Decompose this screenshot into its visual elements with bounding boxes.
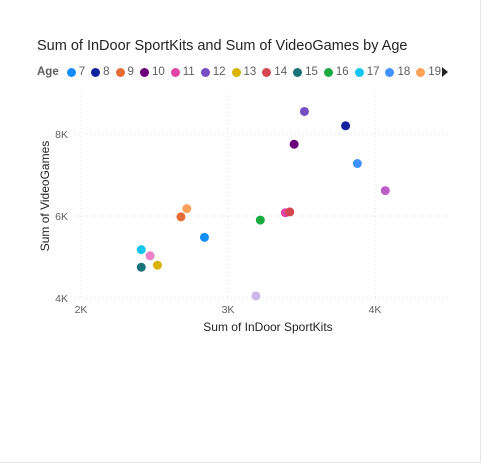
- legend-item[interactable]: 14: [262, 66, 287, 78]
- data-point-age-16[interactable]: [255, 215, 265, 225]
- legend-item[interactable]: 8: [91, 66, 110, 78]
- x-axis-title: Sum of InDoor SportKits: [203, 320, 332, 334]
- y-tick-label: 4K: [55, 293, 68, 305]
- legend-item[interactable]: 13: [231, 66, 257, 78]
- gridlines: [75, 92, 448, 299]
- data-point-age-13[interactable]: [152, 260, 162, 270]
- x-tick-label: 3K: [222, 304, 235, 316]
- legend-label: 10: [151, 66, 165, 78]
- legend-dot-icon: [200, 67, 210, 77]
- legend-label: 7: [78, 66, 86, 78]
- y-tick-label: 8K: [55, 129, 68, 141]
- legend-next-arrow-icon[interactable]: [442, 67, 448, 77]
- legend-label: 14: [274, 66, 288, 78]
- legend-dot-icon: [262, 67, 272, 77]
- data-point-age-19[interactable]: [182, 204, 192, 214]
- legend-label: 18: [397, 66, 411, 78]
- legend-label: 12: [212, 66, 226, 78]
- legend-item[interactable]: 19: [416, 66, 441, 78]
- legend-dot-icon: [293, 67, 303, 77]
- data-points: [136, 106, 390, 301]
- legend-item[interactable]: 17: [354, 66, 380, 78]
- legend-item[interactable]: 15: [293, 66, 318, 78]
- legend-item[interactable]: 10: [139, 66, 165, 78]
- legend-dot-icon: [91, 67, 101, 77]
- legend-label: 9: [127, 66, 134, 78]
- legend-label: 11: [182, 66, 195, 78]
- legend-dot-icon: [323, 67, 333, 77]
- legend: Age 7 8 9 10 11 12 13 14 15 16 17 18 19: [37, 64, 447, 80]
- data-point-age-8[interactable]: [341, 121, 351, 131]
- legend-item[interactable]: 18: [385, 66, 410, 78]
- legend-dot-icon: [385, 67, 395, 77]
- legend-item[interactable]: 16: [323, 66, 349, 78]
- tick-labels: 2K 3K 4K 4K 6K 8K: [55, 129, 381, 316]
- legend-label: 19: [428, 66, 442, 78]
- legend-label: 17: [366, 66, 380, 78]
- legend-item[interactable]: 7: [66, 66, 86, 78]
- x-tick-label: 2K: [75, 304, 88, 316]
- data-point-age-18[interactable]: [352, 159, 362, 169]
- legend-dot-icon: [170, 67, 180, 77]
- legend-dot-icon: [416, 67, 426, 77]
- data-point-age-14[interactable]: [285, 207, 295, 217]
- data-point-age-10[interactable]: [289, 139, 299, 149]
- data-point-age-15[interactable]: [136, 262, 146, 272]
- chart-title: Sum of InDoor SportKits and Sum of Video…: [37, 38, 408, 54]
- legend-dot-icon: [354, 67, 364, 77]
- legend-label: 16: [335, 66, 349, 78]
- data-point[interactable]: [251, 291, 261, 301]
- x-tick-label: 4K: [369, 304, 382, 316]
- legend-item[interactable]: 12: [200, 66, 226, 78]
- legend-label: 13: [243, 66, 257, 78]
- legend-dot-icon: [139, 67, 149, 77]
- legend-label: 15: [305, 66, 318, 78]
- legend-item[interactable]: 11: [170, 66, 195, 78]
- data-point[interactable]: [380, 186, 390, 196]
- legend-dot-icon: [66, 67, 76, 77]
- data-point-age-9[interactable]: [176, 212, 186, 222]
- legend-items: 7 8 9 10 11 12 13 14 15 16 17 18 19: [66, 66, 447, 78]
- data-point-age-17[interactable]: [136, 245, 146, 255]
- y-tick-label: 6K: [55, 211, 68, 223]
- legend-dot-icon: [231, 67, 241, 77]
- data-point-age-7[interactable]: [199, 232, 209, 242]
- legend-label: 8: [103, 66, 110, 78]
- data-point[interactable]: [145, 251, 155, 261]
- legend-item[interactable]: 9: [115, 66, 134, 78]
- data-point-age-12[interactable]: [299, 106, 309, 116]
- y-axis-title: Sum of VideoGames: [38, 141, 52, 252]
- legend-title: Age: [37, 66, 59, 78]
- legend-dot-icon: [115, 67, 125, 77]
